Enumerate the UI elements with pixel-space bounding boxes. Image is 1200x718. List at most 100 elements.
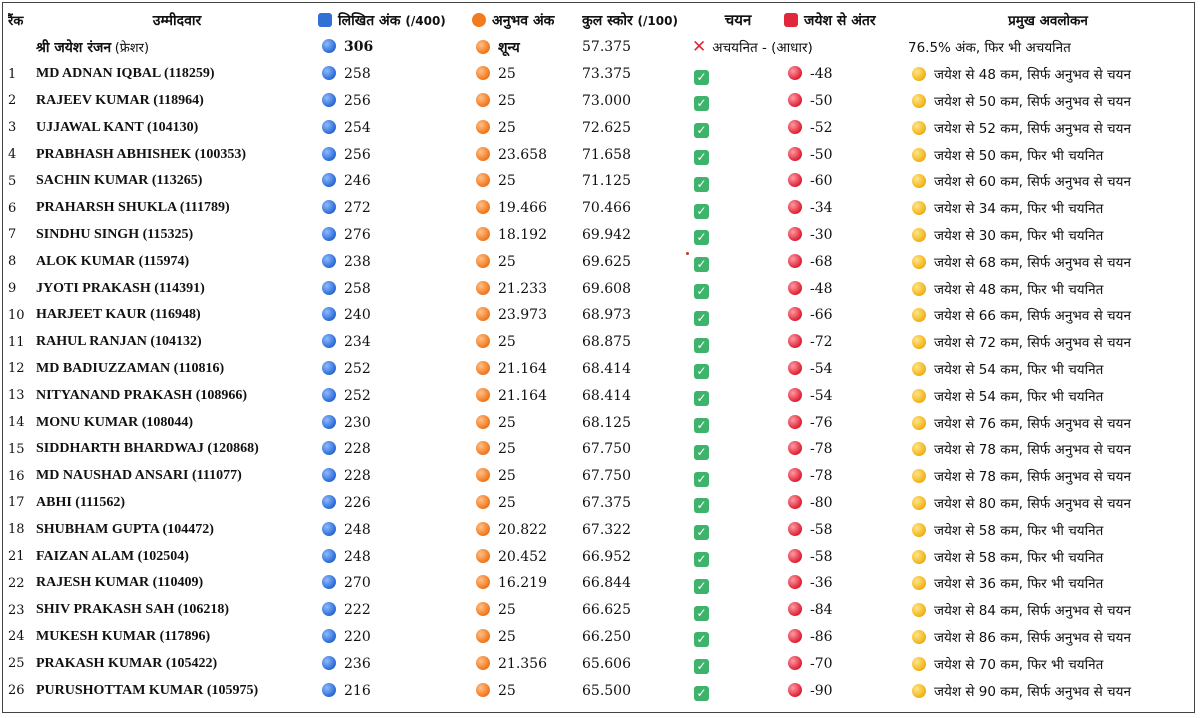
written-cell: 256: [318, 88, 472, 115]
total-cell: 68.414: [582, 387, 631, 404]
diff-value: -60: [810, 173, 833, 190]
red-dot-icon: [788, 655, 802, 670]
diff-value: -66: [810, 307, 833, 324]
selection-cell: ✓: [692, 490, 784, 517]
orange-dot-icon: [476, 200, 490, 215]
yellow-dot-icon: [912, 120, 926, 135]
red-dot-icon: [788, 441, 802, 456]
yellow-dot-icon: [912, 227, 926, 242]
candidate-cell: MONU KUMAR (108044): [36, 414, 194, 430]
exp-value: 25: [498, 628, 516, 645]
diff-cell: -58: [784, 516, 908, 543]
exp-cell: 20.452: [472, 543, 582, 570]
check-icon: ✓: [694, 203, 709, 219]
written-cell: 234: [318, 329, 472, 356]
exp-value: 25: [498, 253, 516, 270]
blue-dot-icon: [322, 307, 336, 322]
yellow-dot-icon: [912, 254, 926, 269]
total-cell: 73.000: [582, 92, 631, 109]
observation-text: जयेश से 68 कम, सिर्फ अनुभव से चयन: [934, 254, 1131, 271]
rank-cell: 14: [8, 415, 25, 431]
observation-cell: जयेश से 66 कम, सिर्फ अनुभव से चयन: [908, 302, 1188, 329]
written-cell: 272: [318, 195, 472, 222]
exp-value: 23.658: [498, 146, 547, 163]
exp-value: 21.356: [498, 655, 547, 672]
observation-cell: जयेश से 60 कम, सिर्फ अनुभव से चयन: [908, 168, 1188, 195]
check-icon: ✓: [694, 605, 709, 621]
rank-cell: 23: [8, 602, 25, 618]
diff-cell: -70: [784, 650, 908, 677]
written-cell: 240: [318, 302, 472, 329]
header-rank: रैंक: [8, 14, 24, 29]
orange-dot-icon: [476, 602, 490, 617]
header-written-suffix: (/400): [405, 13, 446, 28]
blue-dot-icon: [322, 92, 336, 107]
observation-cell: जयेश से 48 कम, फिर भी चयनित: [908, 275, 1188, 302]
selection-cell: ✓: [692, 302, 784, 329]
candidate-cell: UJJAWAL KANT (104130): [36, 119, 199, 135]
exp-cell: 25: [472, 677, 582, 704]
rank-cell: 15: [8, 441, 25, 457]
exp-value: 21.233: [498, 280, 547, 297]
candidate-cell: FAIZAN ALAM (102504): [36, 548, 189, 564]
selection-cell: ✓: [692, 275, 784, 302]
diff-value: -36: [810, 575, 833, 592]
yellow-dot-icon: [912, 281, 926, 296]
red-dot-icon: [788, 226, 802, 241]
red-dot-icon: [788, 334, 802, 349]
table-row: 6 PRAHARSH SHUKLA (111789) 272 19.466 70.466…: [8, 195, 1188, 222]
exp-value: 25: [498, 119, 516, 136]
orange-dot-icon: [476, 548, 490, 563]
check-icon: ✓: [694, 552, 709, 568]
selection-cell: ✓: [692, 168, 784, 195]
candidate-cell: RAJESH KUMAR (110409): [36, 575, 204, 591]
observation-cell: जयेश से 68 कम, सिर्फ अनुभव से चयन: [908, 248, 1188, 275]
selection-cell: ✓: [692, 597, 784, 624]
blue-dot-icon: [322, 200, 336, 215]
written-cell: 248: [318, 543, 472, 570]
observation-cell: जयेश से 78 कम, सिर्फ अनुभव से चयन: [908, 463, 1188, 490]
check-icon: ✓: [694, 150, 709, 166]
diff-value: -50: [810, 146, 833, 163]
observation-text: जयेश से 78 कम, सिर्फ अनुभव से चयन: [934, 442, 1131, 459]
candidate-cell: RAJEEV KUMAR (118964): [36, 92, 204, 108]
selection-cell: ✓: [692, 677, 784, 704]
written-cell: 276: [318, 222, 472, 249]
exp-cell: 19.466: [472, 195, 582, 222]
table-row: 21 FAIZAN ALAM (102504) 248 20.452 66.952 ✓ -5…: [8, 543, 1188, 570]
check-icon: ✓: [694, 686, 709, 702]
check-icon: ✓: [694, 525, 709, 541]
yellow-dot-icon: [912, 603, 926, 618]
written-value: 256: [344, 92, 371, 109]
blue-dot-icon: [322, 628, 336, 643]
diff-value: -48: [810, 66, 833, 83]
blue-dot-icon: [322, 521, 336, 536]
observation-text: जयेश से 60 कम, सिर्फ अनुभव से चयन: [934, 174, 1131, 191]
total-cell: 66.250: [582, 628, 631, 645]
selection-cell: ✓: [692, 195, 784, 222]
written-cell: 248: [318, 516, 472, 543]
candidate-cell: ABHI (111562): [36, 494, 126, 510]
rank-cell: 9: [8, 281, 17, 297]
orange-dot-icon: [476, 66, 490, 81]
exp-cell: 16.219: [472, 570, 582, 597]
observation-cell: जयेश से 70 कम, फिर भी चयनित: [908, 650, 1188, 677]
check-icon: ✓: [694, 337, 709, 353]
written-cell: 228: [318, 463, 472, 490]
blue-square-icon: [318, 12, 332, 27]
total-cell: 65.500: [582, 682, 631, 699]
observation-cell: जयेश से 50 कम, सिर्फ अनुभव से चयन: [908, 88, 1188, 115]
table-row: 1 MD ADNAN IQBAL (118259) 258 25 73.375 ✓ -48 ज…: [8, 61, 1188, 88]
check-icon: ✓: [694, 632, 709, 648]
selection-cell: ✓: [692, 248, 784, 275]
exp-cell: 25: [472, 88, 582, 115]
observation-cell: जयेश से 54 कम, फिर भी चयनित: [908, 382, 1188, 409]
exp-cell: 23.658: [472, 141, 582, 168]
diff-value: -80: [810, 494, 833, 511]
rank-cell: 8: [8, 254, 17, 270]
baseline-name: श्री जयेश रंजन: [36, 39, 112, 56]
baseline-observation: 76.5% अंक, फिर भी अचयनित: [908, 40, 1071, 57]
header-written: लिखित अंक (/400): [318, 6, 472, 34]
baseline-total: 57.375: [582, 39, 631, 56]
check-icon: ✓: [694, 444, 709, 460]
